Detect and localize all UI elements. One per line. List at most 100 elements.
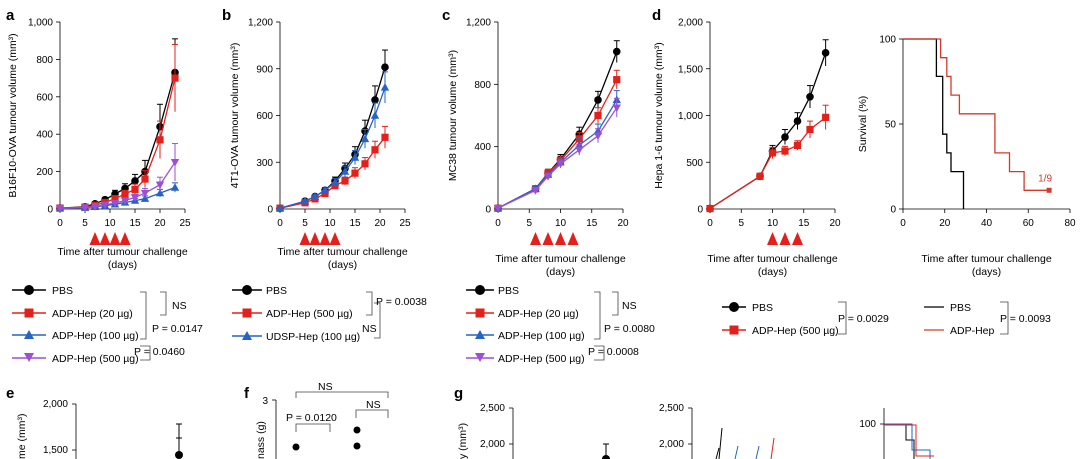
data-point: [381, 63, 389, 71]
data-point: [822, 113, 830, 121]
data-point: [111, 195, 119, 203]
axis-title: me (mm³): [16, 414, 28, 459]
x-tick-label: 0: [57, 218, 63, 229]
inverted-triangle-marker-icon: [24, 353, 34, 362]
data-point: [360, 134, 370, 143]
data-point: [575, 146, 584, 155]
data-point: [350, 153, 360, 161]
tick-label: 2,000: [480, 439, 505, 450]
data-point: [613, 76, 621, 84]
y-tick-label: 900: [256, 64, 273, 75]
stat-label: P = 0.0029: [838, 313, 889, 325]
survival-curve: [884, 424, 934, 457]
data-point: [140, 194, 150, 202]
data-point: [380, 83, 390, 91]
legend-a-adp20: ADP-Hep (20 µg): [12, 308, 133, 320]
data-point: [120, 197, 130, 205]
data-point: [612, 47, 621, 56]
legend-label: ADP-Hep (500 µg): [752, 325, 839, 337]
legend-c-adp20: ADP-Hep (20 µg): [466, 308, 579, 320]
treatment-arrow-icon: [792, 232, 803, 245]
legend-label: PBS: [266, 285, 287, 297]
tick-label: 2,500: [659, 403, 684, 414]
legend-label: PBS: [52, 285, 73, 297]
x-tick-label: 60: [1023, 218, 1035, 229]
stat-label: NS: [622, 300, 637, 312]
data-point: [756, 172, 764, 180]
x-tick-label: 10: [555, 218, 567, 229]
chart-b: 0 300 600 900 1,200 0 5 10 15 20 25 4T1-OVA tumour …: [229, 18, 411, 272]
x-tick-label: 5: [82, 218, 88, 229]
triangle-marker-icon: [475, 330, 485, 339]
x-tick-label: 15: [129, 218, 141, 229]
censor-mark: [1046, 187, 1052, 193]
y-tick-label: 50: [885, 120, 897, 131]
data-point: [594, 111, 602, 120]
survival-curve: [884, 423, 931, 459]
survival-curve: [903, 38, 965, 209]
data-point: [171, 74, 179, 82]
chart-d: 0 500 1,000 1,500 2,000 0 5 10 15 20 Hepa 1-6 tumo…: [653, 18, 841, 279]
stat-brackets-b: [366, 291, 381, 339]
individual-curve: [734, 445, 739, 459]
x-tick-label: 10: [767, 218, 779, 229]
stat-label: NS: [318, 381, 333, 393]
treatment-arrow-icon: [767, 232, 778, 245]
treatment-arrow-icon: [319, 232, 331, 245]
data-point: [170, 159, 180, 167]
legend-a: PBS ADP-Hep (20 µg) ADP-Hep (100 µg) ADP…: [12, 285, 203, 365]
x-axis-title-unit: (days): [546, 266, 575, 278]
data-point: [351, 169, 359, 177]
series-line: [279, 87, 386, 209]
legend-c-adp100: ADP-Hep (100 µg): [466, 330, 585, 342]
inverted-triangle-marker-icon: [475, 353, 485, 362]
treatment-arrow-icon: [89, 232, 101, 245]
data-point: [381, 133, 389, 141]
legend-label: ADP-Hep (100 µg): [498, 330, 585, 342]
data-point: [768, 149, 777, 157]
data-point: [371, 96, 379, 104]
tick-label: 100: [859, 419, 876, 430]
square-marker-icon: [729, 325, 739, 335]
legend-d: PBS ADP-Hep (500 µg) P = 0.0029: [722, 301, 889, 337]
y-tick-label: 400: [36, 130, 53, 141]
legend-a-pbs: PBS: [12, 285, 73, 297]
x-tick-label: 15: [349, 218, 361, 229]
stat-label: NS: [362, 323, 377, 335]
x-tick-label: 10: [104, 218, 116, 229]
series-line: [59, 161, 176, 209]
legend-label: ADP-Hep (20 µg): [52, 308, 133, 320]
x-tick-label: 0: [707, 218, 713, 229]
data-point: [100, 201, 110, 210]
data-point: [493, 205, 503, 213]
y-tick-label: 600: [36, 92, 53, 103]
square-marker-icon: [475, 308, 485, 318]
panel-label-a: a: [6, 7, 15, 24]
stat-label: P = 0.0038: [376, 296, 427, 308]
x-axis-title: Time after tumour challenge: [921, 253, 1051, 265]
treatment-arrow-icon: [109, 232, 121, 245]
data-point: [341, 177, 349, 185]
data-point: [543, 173, 553, 181]
legend-label: ADP-Hep (100 µg): [52, 330, 139, 342]
data-point: [55, 205, 65, 213]
axis-title: nass (g): [255, 421, 267, 459]
x-tick-label: 5: [738, 218, 744, 229]
legend-label: ADP-Hep: [950, 325, 995, 337]
data-point: [175, 451, 183, 459]
individual-curve: [755, 445, 760, 459]
x-tick-label: 0: [495, 218, 501, 229]
y-tick-label: 0: [697, 205, 703, 216]
series-line: [279, 136, 386, 209]
data-point: [806, 125, 814, 134]
x-tick-label: 5: [302, 218, 308, 229]
legend-b: PBS ADP-Hep (500 µg) UDSP-Hep (100 µg) P…: [232, 285, 427, 343]
stat-label: P = 0.0080: [604, 323, 655, 335]
square-marker-icon: [24, 308, 34, 318]
data-point: [320, 185, 330, 194]
legend-a-adp100: ADP-Hep (100 µg): [12, 330, 139, 342]
series-1: [706, 104, 830, 213]
data-point: [602, 455, 610, 459]
data-point: [141, 175, 149, 183]
data-point: [80, 204, 90, 212]
